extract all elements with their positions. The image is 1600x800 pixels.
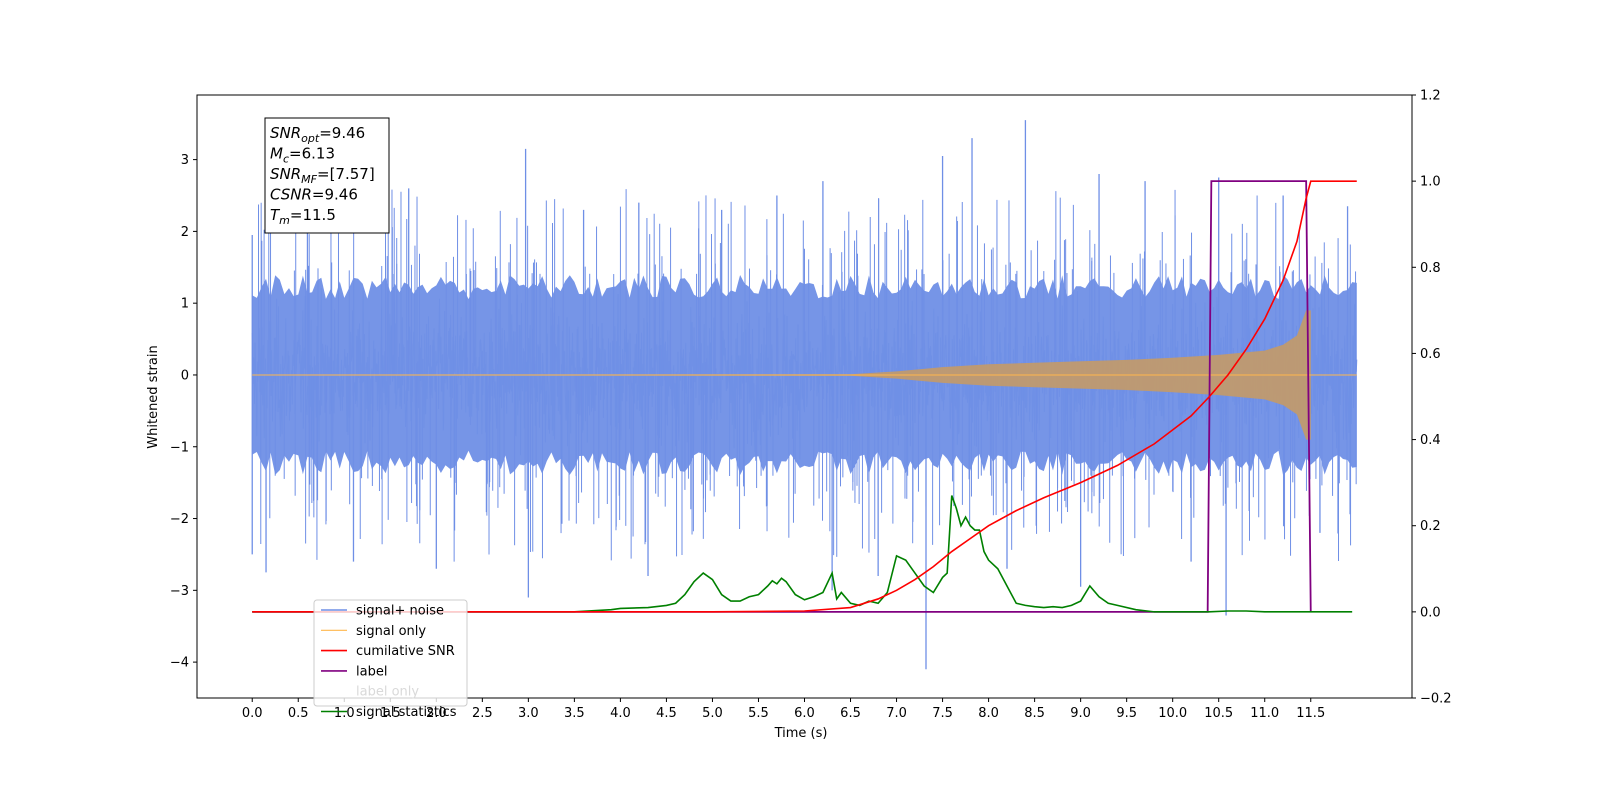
y-tick-label: 2 (181, 225, 189, 240)
y-axis-right: −0.2 0.0 0.2 0.4 0.6 0.8 1.0 1.2 (1412, 89, 1452, 707)
y2-tick-label: 0.2 (1420, 519, 1441, 534)
x-tick-label: 8.0 (978, 706, 999, 721)
x-tick-label: 9.5 (1116, 706, 1137, 721)
x-tick-label: 7.5 (932, 706, 953, 721)
x-tick-label: 6.5 (840, 706, 861, 721)
y-tick-label: 3 (181, 153, 189, 168)
annotation-line: SNRMF=[7.57] (270, 165, 375, 186)
x-axis: 0.0 0.5 1.0 1.5 2.0 2.5 3.0 3.5 4.0 4.5 5.0 5.5 6.0 6… (242, 698, 1325, 721)
legend-label: signal+ noise (356, 604, 444, 619)
y-axis-left: −4 −3 −2 −1 0 1 2 3 (170, 153, 197, 671)
legend-label: signal statistics (356, 705, 457, 720)
annotation-line: Mc=6.13 (270, 145, 335, 166)
x-tick-label: 6.0 (794, 706, 815, 721)
annotation-frame (264, 117, 390, 234)
y-tick-label: −1 (170, 440, 189, 455)
series-label (252, 180, 1312, 613)
annotation-line: Tm=11.5 (270, 206, 336, 227)
y-tick-label: −2 (170, 512, 189, 527)
x-tick-label: 8.5 (1024, 706, 1045, 721)
x-tick-label: 2.0 (426, 706, 447, 721)
x-tick-label: 1.0 (334, 706, 355, 721)
x-tick-label: 10.5 (1204, 706, 1233, 721)
x-tick-label: 5.0 (702, 706, 723, 721)
y2-tick-label: 0.0 (1420, 605, 1441, 620)
annotation-line: SNRopt=9.46 (270, 124, 365, 145)
y2-tick-label: 1.0 (1420, 175, 1441, 190)
legend: signal+ noise signal only cumilative SNR la… (313, 599, 468, 720)
x-tick-label: 7.0 (886, 706, 907, 721)
x-tick-label: 0.5 (288, 706, 309, 721)
x-tick-label: 10.0 (1158, 706, 1187, 721)
y2-tick-label: 0.8 (1420, 261, 1441, 276)
x-tick-label: 5.5 (748, 706, 769, 721)
y2-tick-label: 0.6 (1420, 347, 1441, 362)
x-tick-label: 2.5 (472, 706, 493, 721)
legend-label: signal only (356, 624, 426, 639)
y-tick-label: −4 (170, 656, 189, 671)
y2-tick-label: −0.2 (1420, 692, 1452, 707)
x-tick-label: 1.5 (380, 706, 401, 721)
series-signal-statistics (252, 495, 1353, 613)
series-layer (251, 120, 1358, 670)
x-tick-label: 9.0 (1070, 706, 1091, 721)
legend-label: cumilative SNR (356, 644, 455, 659)
x-tick-label: 11.0 (1250, 706, 1279, 721)
legend-frame (313, 599, 468, 707)
legend-label: label only (356, 685, 419, 700)
x-tick-label: 0.0 (242, 706, 263, 721)
x-tick-label: 4.0 (610, 706, 631, 721)
y-tick-label: 1 (181, 297, 189, 312)
y2-tick-label: 1.2 (1420, 89, 1441, 104)
y-tick-label: 0 (181, 368, 189, 383)
annotation-line: CSNR=9.46 (270, 186, 358, 204)
y-tick-label: −3 (170, 584, 189, 599)
x-tick-label: 11.5 (1296, 706, 1325, 721)
y-axis-label: Whitened strain (146, 345, 161, 448)
y2-tick-label: 0.4 (1420, 433, 1441, 448)
x-tick-label: 3.0 (518, 706, 539, 721)
x-tick-label: 3.5 (564, 706, 585, 721)
legend-label: label (356, 664, 387, 679)
x-axis-label: Time (s) (774, 726, 828, 741)
x-tick-label: 4.5 (656, 706, 677, 721)
series-cumulative-snr (252, 180, 1357, 613)
